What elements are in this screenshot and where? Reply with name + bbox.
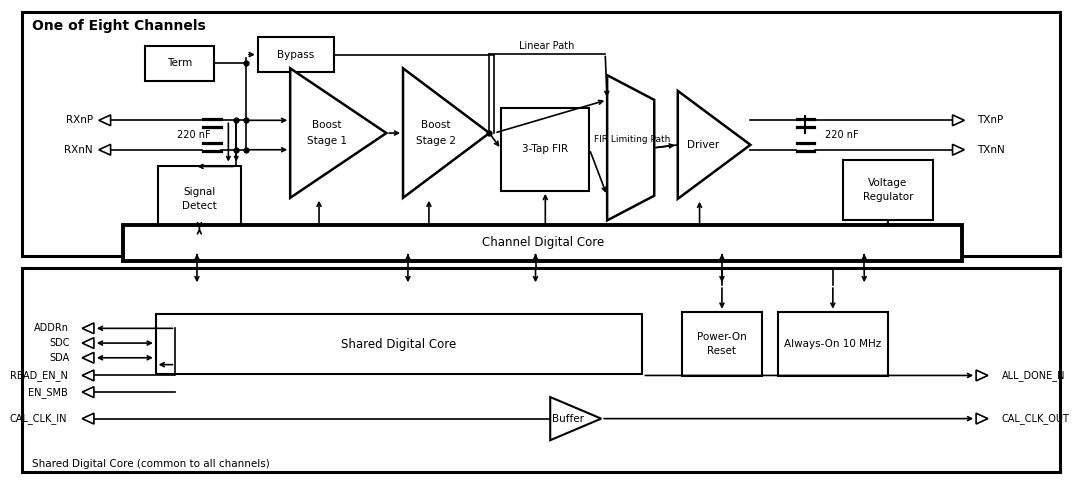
Bar [23,13,1060,256]
Bar [682,312,762,376]
Text: Term: Term [167,58,192,69]
Text: Bypass: Bypass [277,50,315,59]
Polygon shape [607,75,655,220]
Text: Linear Path: Linear Path [519,41,575,51]
Text: Channel Digital Core: Channel Digital Core [481,237,604,250]
Text: Voltage: Voltage [868,178,908,188]
Text: Stage 2: Stage 2 [415,136,456,146]
Text: Boost: Boost [312,120,342,130]
Bar [23,268,1060,471]
Bar [156,313,643,374]
Text: Buffer: Buffer [552,413,584,424]
Text: SDC: SDC [49,338,69,348]
Text: Signal: Signal [183,187,215,197]
Text: One of Eight Channels: One of Eight Channels [32,19,206,33]
Text: 220 nF: 220 nF [177,130,211,140]
Polygon shape [952,144,964,155]
Polygon shape [82,353,94,363]
Text: Power-On: Power-On [697,332,747,342]
Text: Reset: Reset [708,346,737,356]
Text: Shared Digital Core (common to all channels): Shared Digital Core (common to all chann… [32,459,269,469]
Text: 3-Tap FIR: 3-Tap FIR [523,144,568,154]
Text: RXnN: RXnN [64,145,93,155]
Text: CAL_CLK_OUT: CAL_CLK_OUT [1002,413,1069,424]
Text: TXnN: TXnN [977,145,1005,155]
Polygon shape [82,323,94,334]
Bar [158,167,241,231]
Polygon shape [82,370,94,381]
Polygon shape [976,370,988,381]
Text: EN_SMB: EN_SMB [28,387,67,398]
Text: Always-On 10 MHz: Always-On 10 MHz [784,339,882,349]
Text: Stage 1: Stage 1 [306,136,346,146]
Text: Boost: Boost [421,120,450,130]
Text: SDA: SDA [49,353,69,363]
Text: Regulator: Regulator [862,192,913,202]
Text: ADDRn: ADDRn [35,323,69,333]
Polygon shape [98,115,110,126]
Text: READ_EN_N: READ_EN_N [10,370,67,381]
Text: FIR Limiting Path: FIR Limiting Path [594,135,671,144]
Polygon shape [82,387,94,398]
Bar [843,159,933,220]
Text: 220 nF: 220 nF [824,130,859,140]
Polygon shape [82,413,94,424]
Text: RXnP: RXnP [66,115,93,125]
Text: CAL_CLK_IN: CAL_CLK_IN [10,413,67,424]
Bar [123,225,962,261]
Polygon shape [551,397,602,440]
Text: Driver: Driver [687,140,720,150]
Bar [501,108,590,191]
Polygon shape [290,68,386,198]
Polygon shape [82,338,94,348]
Polygon shape [677,91,751,199]
Text: Shared Digital Core: Shared Digital Core [342,338,457,351]
Bar [258,37,334,72]
Polygon shape [403,68,489,198]
Text: TXnP: TXnP [977,115,1003,125]
Bar [145,46,213,81]
Text: Detect: Detect [182,200,216,211]
Polygon shape [976,413,988,424]
Polygon shape [952,115,964,126]
Text: ALL_DONE_N: ALL_DONE_N [1002,370,1065,381]
Bar [778,312,888,376]
Polygon shape [98,144,110,155]
